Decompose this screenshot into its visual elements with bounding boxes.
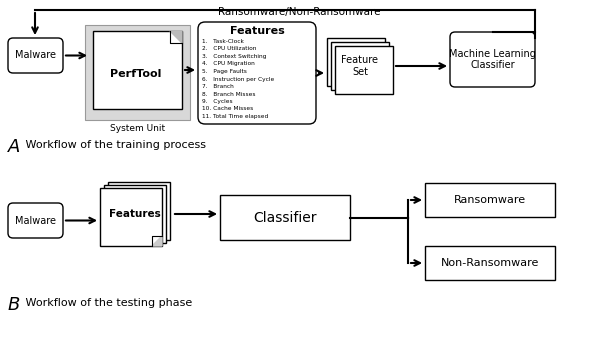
Text: 7.   Branch: 7. Branch	[202, 84, 234, 89]
Text: 10. Cache Misses: 10. Cache Misses	[202, 106, 253, 111]
Text: Ransomware: Ransomware	[454, 195, 526, 205]
Text: 6.   Instruction per Cycle: 6. Instruction per Cycle	[202, 77, 274, 82]
Text: Workflow of the testing phase: Workflow of the testing phase	[22, 298, 192, 308]
Bar	[85, 25, 190, 120]
Text: A: A	[8, 138, 20, 156]
Text: B: B	[8, 296, 20, 314]
Text: Malware: Malware	[15, 51, 56, 61]
Text: 5.   Page Faults: 5. Page Faults	[202, 69, 247, 74]
Bar	[93, 31, 182, 109]
Bar	[108, 182, 170, 240]
FancyBboxPatch shape	[8, 203, 63, 238]
Text: 4.   CPU Migration: 4. CPU Migration	[202, 62, 255, 67]
Bar	[331, 42, 389, 90]
Text: 9.   Cycles: 9. Cycles	[202, 99, 232, 104]
Text: Classifier: Classifier	[253, 210, 317, 225]
Bar	[425, 183, 555, 217]
Bar	[220, 195, 350, 240]
Bar	[104, 185, 166, 243]
Text: Feature
Set: Feature Set	[341, 55, 379, 77]
Text: Features: Features	[229, 26, 285, 36]
Text: Workflow of the training process: Workflow of the training process	[22, 140, 206, 150]
Text: Ransomware/Non-Ransomware: Ransomware/Non-Ransomware	[218, 7, 380, 17]
Text: Machine Learning
Classifier: Machine Learning Classifier	[449, 49, 536, 70]
Text: System Unit: System Unit	[110, 124, 165, 133]
Text: Non-Ransomware: Non-Ransomware	[441, 258, 539, 268]
Text: 2.   CPU Utilization: 2. CPU Utilization	[202, 47, 256, 52]
Text: 3.   Context Switching: 3. Context Switching	[202, 54, 267, 59]
Bar	[335, 46, 393, 94]
FancyBboxPatch shape	[8, 38, 63, 73]
Text: Malware: Malware	[15, 215, 56, 225]
FancyBboxPatch shape	[198, 22, 316, 124]
Text: 8.   Branch Misses: 8. Branch Misses	[202, 91, 256, 96]
Text: PerfTool: PerfTool	[110, 69, 161, 79]
FancyBboxPatch shape	[450, 32, 535, 87]
Polygon shape	[170, 31, 182, 43]
Polygon shape	[152, 236, 162, 246]
Bar	[425, 246, 555, 280]
Text: 1.   Task-Clock: 1. Task-Clock	[202, 39, 244, 44]
Bar	[327, 38, 385, 86]
Text: Features: Features	[109, 209, 161, 219]
Text: 11. Total Time elapsed: 11. Total Time elapsed	[202, 114, 268, 119]
Bar	[100, 188, 162, 246]
